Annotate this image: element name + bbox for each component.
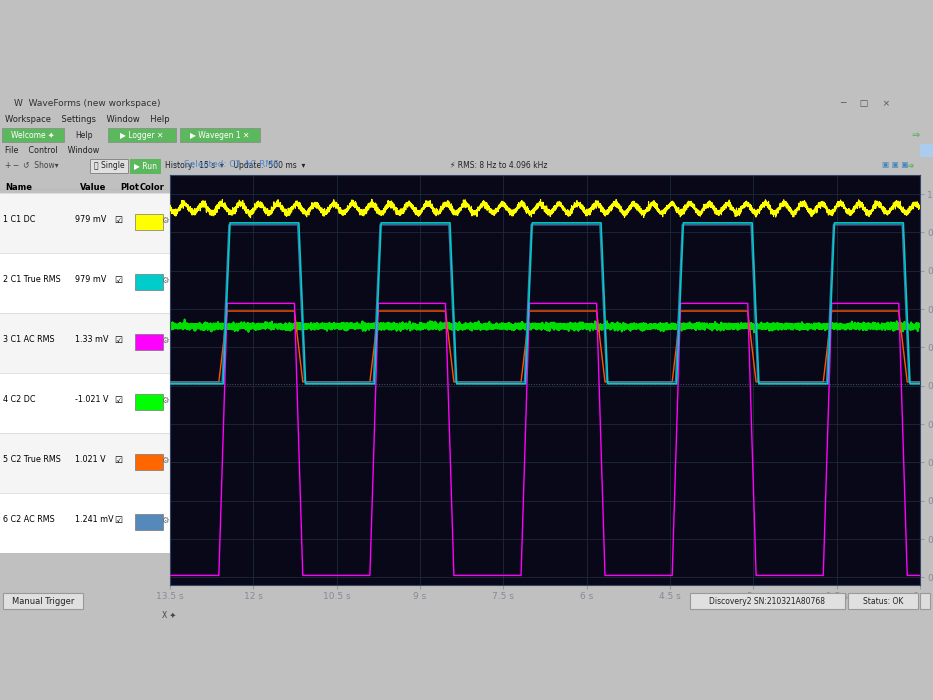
- Text: ▶ Logger ✕: ▶ Logger ✕: [120, 130, 163, 139]
- Text: 1.241 mV: 1.241 mV: [75, 515, 114, 524]
- Text: 4 C2 DC: 4 C2 DC: [3, 395, 35, 405]
- Text: 1 C1 DC: 1 C1 DC: [3, 216, 35, 225]
- Bar: [135, 274, 163, 290]
- Text: ⚙: ⚙: [161, 276, 169, 284]
- Text: ☑: ☑: [114, 216, 122, 225]
- Bar: [0, 373, 170, 433]
- Bar: [90, 159, 128, 173]
- Text: File    Control    Window: File Control Window: [5, 146, 99, 155]
- Text: Color: Color: [140, 183, 165, 192]
- Text: Help: Help: [75, 130, 92, 139]
- Text: ⇒: ⇒: [906, 161, 914, 171]
- Text: Workspace    Settings    Window    Help: Workspace Settings Window Help: [5, 115, 170, 123]
- Text: 1.33 mV: 1.33 mV: [75, 335, 108, 344]
- Text: ⚙: ⚙: [161, 335, 169, 344]
- Bar: [920, 144, 933, 157]
- Text: — Selected: C2 AC RMS: — Selected: C2 AC RMS: [173, 160, 279, 169]
- Text: ☑: ☑: [114, 335, 122, 344]
- Bar: [2, 128, 64, 142]
- Text: W  WaveForms (new workspace): W WaveForms (new workspace): [14, 99, 160, 108]
- Text: ─     □     ×: ─ □ ×: [840, 99, 890, 108]
- Bar: [180, 128, 260, 142]
- Bar: [130, 159, 160, 173]
- Text: ⬛ Single: ⬛ Single: [93, 162, 124, 171]
- Text: ⚙: ⚙: [161, 216, 169, 225]
- Text: ▶ Wavegen 1 ✕: ▶ Wavegen 1 ✕: [190, 130, 250, 139]
- Text: ☑: ☑: [114, 276, 122, 284]
- Text: -1.021 V: -1.021 V: [75, 395, 108, 405]
- Bar: [135, 394, 163, 410]
- Text: 5 C2 True RMS: 5 C2 True RMS: [3, 456, 61, 465]
- Text: ☑: ☑: [114, 515, 122, 524]
- Text: ▶ Run: ▶ Run: [133, 162, 157, 171]
- Bar: [3, 593, 83, 609]
- Bar: [848, 593, 918, 609]
- Bar: [135, 334, 163, 350]
- Text: Welcome ✦: Welcome ✦: [11, 130, 55, 139]
- Bar: [920, 593, 930, 609]
- Bar: [0, 193, 170, 253]
- Text: 979 mV: 979 mV: [75, 216, 106, 225]
- Text: Value: Value: [80, 183, 106, 192]
- Text: Manual Trigger: Manual Trigger: [12, 596, 75, 606]
- Text: ⚡ RMS: 8 Hz to 4.096 kHz: ⚡ RMS: 8 Hz to 4.096 kHz: [450, 162, 548, 171]
- Text: ⚙: ⚙: [161, 395, 169, 405]
- Text: ⚙: ⚙: [161, 456, 169, 465]
- Text: ⚙: ⚙: [161, 515, 169, 524]
- Text: ☑: ☑: [114, 395, 122, 405]
- Bar: [690, 593, 845, 609]
- Text: 6 C2 AC RMS: 6 C2 AC RMS: [3, 515, 55, 524]
- Text: Name: Name: [5, 183, 32, 192]
- Bar: [135, 514, 163, 530]
- Text: ▣ ▣ ▣: ▣ ▣ ▣: [883, 160, 909, 169]
- Text: + ─  ↺  Show▾: + ─ ↺ Show▾: [5, 162, 59, 171]
- Text: Discovery2 SN:210321A80768: Discovery2 SN:210321A80768: [709, 596, 825, 606]
- Text: ⇒: ⇒: [911, 130, 919, 140]
- Text: Plot: Plot: [120, 183, 139, 192]
- Bar: [135, 214, 163, 230]
- Text: 979 mV: 979 mV: [75, 276, 106, 284]
- Bar: [0, 253, 170, 313]
- Text: History:  15 s  ▾    Update:  500 ms  ▾: History: 15 s ▾ Update: 500 ms ▾: [165, 162, 305, 171]
- Bar: [0, 313, 170, 373]
- Bar: [108, 128, 176, 142]
- Text: 1.021 V: 1.021 V: [75, 456, 105, 465]
- Text: Status: OK: Status: OK: [863, 596, 903, 606]
- Text: ☑: ☑: [114, 456, 122, 465]
- Text: X ✦: X ✦: [162, 611, 176, 620]
- Bar: [135, 454, 163, 470]
- Text: 3 C1 AC RMS: 3 C1 AC RMS: [3, 335, 55, 344]
- Text: 2 C1 True RMS: 2 C1 True RMS: [3, 276, 61, 284]
- Bar: [0, 493, 170, 553]
- Bar: [0, 433, 170, 493]
